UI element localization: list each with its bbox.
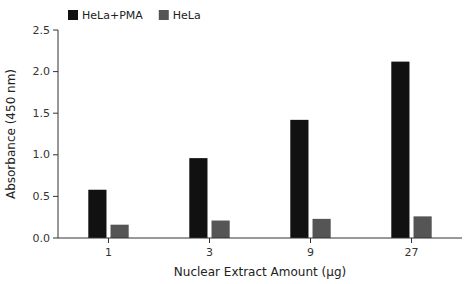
bar <box>391 62 409 238</box>
x-tick-label: 3 <box>206 246 213 259</box>
y-tick-label: 1.0 <box>33 148 51 161</box>
chart: 0.0 0.5 1.0 1.5 2.0 2.5 1 3 9 27 Nuclear Extract A… <box>0 0 474 284</box>
y-axis-label: Absorbance (450 nm) <box>4 69 18 199</box>
y-tick-label: 0.5 <box>33 190 51 203</box>
legend: HeLa+PMA HeLa <box>68 9 201 22</box>
y-tick <box>53 196 58 197</box>
x-tick-label: 27 <box>405 246 419 259</box>
bar <box>313 219 331 238</box>
bar <box>414 216 432 238</box>
x-tick-label: 9 <box>307 246 314 259</box>
legend-swatch <box>159 10 169 20</box>
y-tick <box>53 154 58 155</box>
x-axis-line <box>58 238 462 239</box>
x-tick <box>108 238 109 243</box>
x-axis: 1 3 9 27 <box>105 238 419 259</box>
legend-label: HeLa <box>173 9 201 22</box>
bar <box>111 225 129 238</box>
x-axis-label: Nuclear Extract Amount (μg) <box>174 265 346 279</box>
y-tick-label: 2.5 <box>33 24 51 37</box>
x-tick <box>411 238 412 243</box>
y-tick <box>53 71 58 72</box>
y-tick <box>53 30 58 31</box>
bar <box>189 158 207 238</box>
chart-container: 0.0 0.5 1.0 1.5 2.0 2.5 1 3 9 27 Nuclear Extract A… <box>0 0 474 284</box>
x-tick-label: 1 <box>105 246 112 259</box>
legend-item: HeLa <box>159 9 201 22</box>
legend-label: HeLa+PMA <box>82 9 143 22</box>
y-tick-label: 2.0 <box>33 65 51 78</box>
legend-swatch <box>68 10 78 20</box>
bar <box>88 190 106 238</box>
legend-item: HeLa+PMA <box>68 9 143 22</box>
bars <box>88 62 431 238</box>
y-axis-line <box>58 30 59 238</box>
y-tick <box>53 113 58 114</box>
x-tick <box>209 238 210 243</box>
y-tick <box>53 238 58 239</box>
y-tick-label: 0.0 <box>33 232 51 245</box>
y-axis: 0.0 0.5 1.0 1.5 2.0 2.5 <box>33 24 59 245</box>
bar <box>212 221 230 238</box>
x-tick <box>310 238 311 243</box>
bar <box>290 120 308 238</box>
y-tick-label: 1.5 <box>33 107 51 120</box>
